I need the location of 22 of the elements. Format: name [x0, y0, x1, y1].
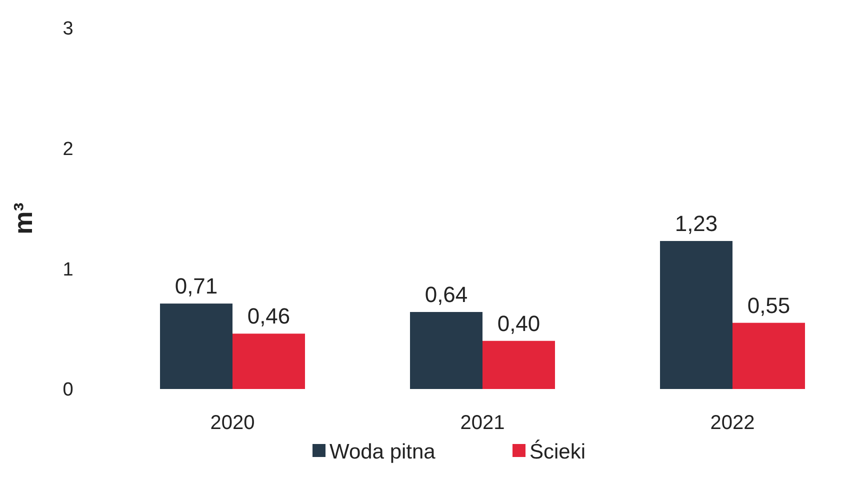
x-tick-label: 2020: [210, 412, 255, 434]
x-tick-label: 2021: [460, 412, 505, 434]
y-tick-label: 2: [62, 138, 74, 160]
data-label: 1,23: [674, 210, 718, 236]
y-tick-label: 0: [62, 380, 74, 401]
y-axis-title: m³: [8, 202, 38, 234]
y-tick-label: 3: [62, 18, 74, 40]
bar: [232, 334, 305, 389]
legend-label: Woda pitna: [330, 440, 436, 464]
data-label: 0,55: [747, 292, 790, 318]
data-label: 0,46: [247, 304, 290, 329]
bar: [732, 322, 805, 389]
bar: [660, 240, 732, 389]
bar: [482, 340, 555, 389]
y-tick-label: 1: [62, 259, 74, 280]
data-label: 0,71: [174, 274, 218, 299]
bar: [160, 304, 232, 389]
data-label: 0,64: [424, 282, 468, 307]
legend-label: Ścieki: [530, 439, 586, 464]
bar: [410, 312, 482, 389]
data-label: 0,40: [497, 310, 540, 336]
x-tick-label: 2022: [710, 412, 755, 434]
